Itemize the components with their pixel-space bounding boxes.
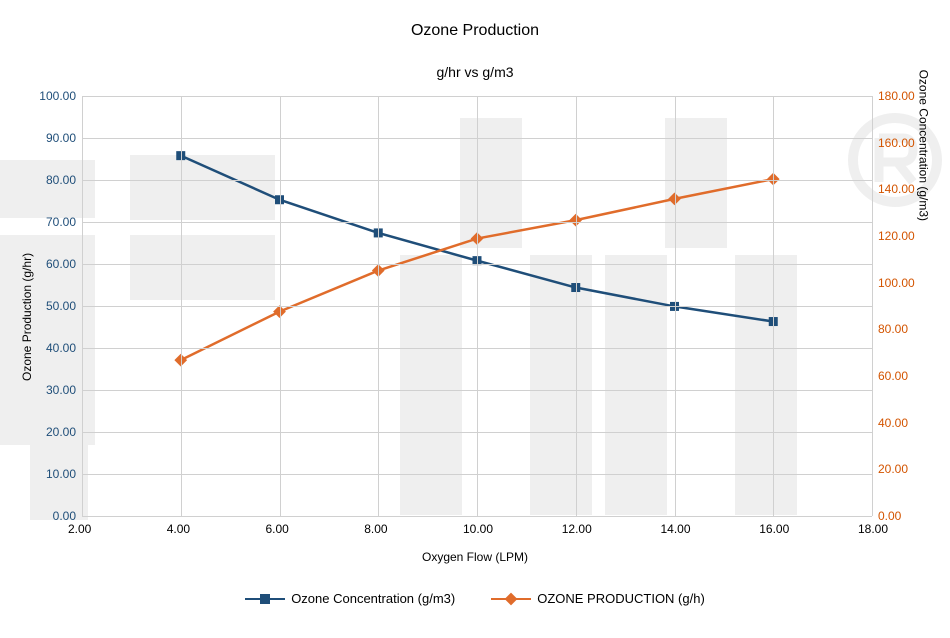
- y-left-tick-label: 90.00: [46, 131, 76, 145]
- x-tick-label: 16.00: [759, 522, 789, 536]
- x-tick-label: 2.00: [68, 522, 91, 536]
- y-left-tick-label: 100.00: [39, 89, 76, 103]
- x-tick-label: 18.00: [858, 522, 888, 536]
- chart-subtitle: g/hr vs g/m3: [0, 64, 950, 80]
- legend-item: OZONE PRODUCTION (g/h): [491, 590, 705, 606]
- legend-item: Ozone Concentration (g/m3): [245, 590, 455, 606]
- y-right-tick-label: 80.00: [878, 322, 908, 336]
- legend-label: Ozone Concentration (g/m3): [291, 591, 455, 606]
- y-right-tick-label: 20.00: [878, 462, 908, 476]
- legend: Ozone Concentration (g/m3) OZONE PRODUCTI…: [0, 590, 950, 606]
- legend-label: OZONE PRODUCTION (g/h): [537, 591, 705, 606]
- gridline-vertical: [378, 96, 379, 516]
- x-tick-label: 6.00: [266, 522, 289, 536]
- x-axis-label: Oxygen Flow (LPM): [0, 550, 950, 564]
- x-tick-label: 8.00: [364, 522, 387, 536]
- y-left-tick-label: 0.00: [53, 509, 76, 523]
- y-left-tick-label: 40.00: [46, 341, 76, 355]
- y-left-tick-label: 80.00: [46, 173, 76, 187]
- gridline-vertical: [82, 96, 83, 516]
- y-right-tick-label: 100.00: [878, 276, 915, 290]
- x-tick-label: 4.00: [167, 522, 190, 536]
- legend-swatch: [491, 592, 531, 606]
- gridline-vertical: [576, 96, 577, 516]
- gridline-vertical: [477, 96, 478, 516]
- gridline-vertical: [773, 96, 774, 516]
- y-right-tick-label: 60.00: [878, 369, 908, 383]
- gridline-horizontal: [82, 516, 872, 517]
- y-right-tick-label: 120.00: [878, 229, 915, 243]
- x-tick-label: 12.00: [562, 522, 592, 536]
- plot-area: [82, 96, 872, 516]
- y-left-axis-label: Ozone Production (g/hr): [20, 253, 34, 381]
- y-left-tick-label: 30.00: [46, 383, 76, 397]
- y-right-axis-label: Ozone Concentration (g/m3): [916, 70, 930, 221]
- y-left-tick-label: 50.00: [46, 299, 76, 313]
- gridline-vertical: [872, 96, 873, 516]
- y-left-tick-label: 60.00: [46, 257, 76, 271]
- legend-swatch: [245, 592, 285, 606]
- y-right-tick-label: 140.00: [878, 182, 915, 196]
- y-left-tick-label: 70.00: [46, 215, 76, 229]
- y-right-tick-label: 40.00: [878, 416, 908, 430]
- y-right-tick-label: 0.00: [878, 509, 901, 523]
- gridline-vertical: [675, 96, 676, 516]
- y-left-tick-label: 10.00: [46, 467, 76, 481]
- gridline-vertical: [280, 96, 281, 516]
- chart-title: Ozone Production: [0, 22, 950, 40]
- y-right-tick-label: 180.00: [878, 89, 915, 103]
- x-tick-label: 10.00: [463, 522, 493, 536]
- x-tick-label: 14.00: [661, 522, 691, 536]
- gridline-vertical: [181, 96, 182, 516]
- y-left-tick-label: 20.00: [46, 425, 76, 439]
- y-right-tick-label: 160.00: [878, 136, 915, 150]
